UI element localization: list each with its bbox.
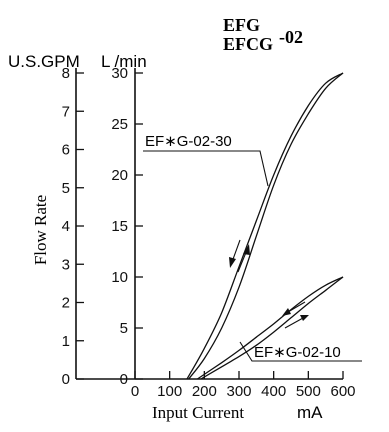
y-left-unit: U.S.GPM [8, 52, 80, 71]
gpm-tick-label-7: 7 [62, 103, 70, 120]
series-label-10-box: EF∗G-02-10 [239, 341, 362, 362]
gpm-tick-label-1: 1 [62, 333, 70, 350]
chart-title-line1: EFG [223, 15, 260, 35]
lpm-tick-label-25: 25 [111, 116, 128, 133]
lpm-tick-label-0: 0 [120, 371, 128, 388]
lpm-tick-label-20: 20 [111, 167, 128, 184]
gpm-tick-label-0: 0 [62, 371, 70, 388]
series-curves [186, 72, 344, 380]
series-0-decreasing-line [186, 72, 344, 380]
gpm-tick-label-4: 4 [62, 218, 70, 235]
gpm-tick-label-8: 8 [62, 65, 70, 82]
series-1-decreasing-line [197, 276, 344, 380]
series-label-30-box: EF∗G-02-30 [142, 131, 269, 187]
gpm-tick-label-5: 5 [62, 180, 70, 197]
chart-title-line2: EFCG [223, 34, 273, 54]
x-tick-label-600: 600 [330, 383, 355, 400]
series-1-increasing-line [200, 276, 344, 380]
series-label-30: EF∗G-02-30 [145, 133, 232, 150]
gpm-tick-label-3: 3 [62, 256, 70, 273]
lpm-tick-label-30: 30 [111, 65, 128, 82]
gpm-tick-label-2: 2 [62, 295, 70, 312]
series-label-10: EF∗G-02-10 [254, 344, 341, 361]
lpm-tick-label-5: 5 [120, 320, 128, 337]
x-tick-label-100: 100 [157, 383, 182, 400]
x-tick-label-0: 0 [131, 383, 139, 400]
y-right-unit: L /min [101, 52, 147, 71]
arrow-down-10 [282, 301, 306, 316]
chart-title-suffix: -02 [279, 27, 303, 47]
x-tick-label-500: 500 [296, 383, 321, 400]
arrow-up-10 [284, 315, 309, 329]
gpm-ticks: 0 1 2 3 4 5 6 7 8 [62, 65, 84, 388]
gpm-tick-label-6: 6 [62, 142, 70, 159]
x-tick-label-300: 300 [226, 383, 251, 400]
y-axis-title: Flow Rate [31, 195, 50, 265]
x-tick-label-400: 400 [261, 383, 286, 400]
lpm-tick-label-10: 10 [111, 269, 128, 286]
arrow-down-30 [229, 239, 241, 268]
x-ticks: 0 100 200 300 400 500 600 [131, 371, 356, 400]
x-tick-label-200: 200 [192, 383, 217, 400]
lpm-ticks: 0 5 10 15 20 25 30 [111, 65, 143, 388]
x-axis-unit: mA [297, 403, 323, 422]
series-0-increasing-line [188, 72, 344, 380]
lpm-tick-label-15: 15 [111, 218, 128, 235]
x-axis-title: Input Current [152, 403, 244, 422]
arrow-up-30 [237, 244, 250, 273]
